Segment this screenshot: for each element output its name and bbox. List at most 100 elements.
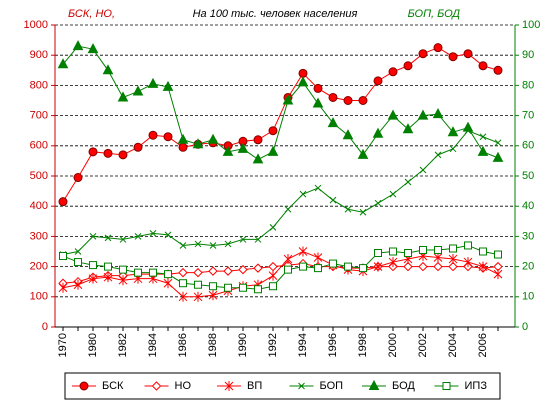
marker [314,264,322,273]
y-tick-label: 600 [30,140,48,152]
marker [224,240,232,248]
marker [179,279,187,288]
marker [373,76,383,86]
marker [179,242,187,249]
marker [104,234,112,242]
x-tick-label: 1998 [357,333,369,357]
marker [254,236,262,243]
x-tick-label: 1996 [327,333,339,357]
marker [164,231,172,239]
y-tick-label: 200 [30,261,48,273]
marker [88,273,98,284]
marker [298,68,308,78]
marker [313,252,323,263]
y2-tick-label: 30 [522,230,534,242]
marker [74,248,82,255]
marker [448,261,458,272]
marker [118,275,128,286]
legend-label: НО [175,380,192,392]
marker [151,381,162,391]
marker [269,282,277,291]
marker [103,148,113,158]
marker [328,92,338,102]
marker [433,252,443,263]
x-tick-label: 1992 [267,333,279,357]
marker [58,282,68,293]
marker [223,266,233,276]
y-tick-label: 0 [42,321,48,333]
marker [239,236,247,243]
y2-axis-label: БОП, БОД [408,8,461,20]
marker [163,278,173,289]
marker [57,58,69,69]
marker [163,132,173,142]
marker [297,76,309,87]
marker [164,270,172,279]
marker [462,121,474,132]
marker [449,244,457,253]
marker [103,272,113,283]
marker [284,265,292,274]
y2-tick-label: 10 [522,291,534,303]
marker [134,233,142,240]
marker [209,282,217,291]
marker [418,49,428,59]
marker [238,264,248,275]
marker [493,65,503,75]
marker [387,109,399,120]
y2-tick-label: 40 [522,200,534,212]
marker [73,279,83,290]
marker [329,196,337,204]
marker [208,290,218,301]
marker [404,249,412,258]
marker [147,77,159,88]
marker [448,254,458,265]
marker [59,252,67,261]
series-line [62,130,499,256]
marker [494,250,502,259]
marker [282,94,294,105]
marker [252,153,264,164]
marker [359,264,367,273]
marker [117,91,129,102]
marker [268,261,278,272]
marker [404,178,412,186]
marker [178,267,188,278]
marker [79,381,89,391]
marker [268,126,278,136]
marker [224,283,232,292]
marker [237,142,249,153]
marker [224,381,234,391]
y2-tick-label: 100 [522,19,540,31]
y-tick-label: 900 [30,49,48,61]
marker [417,109,429,120]
marker [492,151,504,162]
legend-label: БОП [320,380,344,392]
y2-tick-label: 70 [522,110,534,122]
marker [88,147,98,157]
marker [89,233,97,240]
marker [194,280,202,289]
marker [149,268,157,277]
marker [134,268,142,277]
marker [442,382,451,390]
x-tick-label: 1994 [297,333,309,357]
y2-tick-label: 60 [522,140,534,152]
marker [208,266,218,276]
y-axis-label: БСК, НО, [68,8,115,20]
marker [268,270,278,281]
marker [478,261,488,272]
marker [194,240,202,248]
x-tick-label: 2002 [417,333,429,357]
marker [222,145,234,156]
marker [343,96,353,105]
marker [389,247,397,256]
legend-label: БСК [102,380,124,392]
marker [87,43,99,54]
marker [118,150,128,160]
marker [433,261,443,272]
series-line [62,45,499,160]
marker [193,291,203,302]
marker [312,97,324,108]
marker [162,80,174,91]
